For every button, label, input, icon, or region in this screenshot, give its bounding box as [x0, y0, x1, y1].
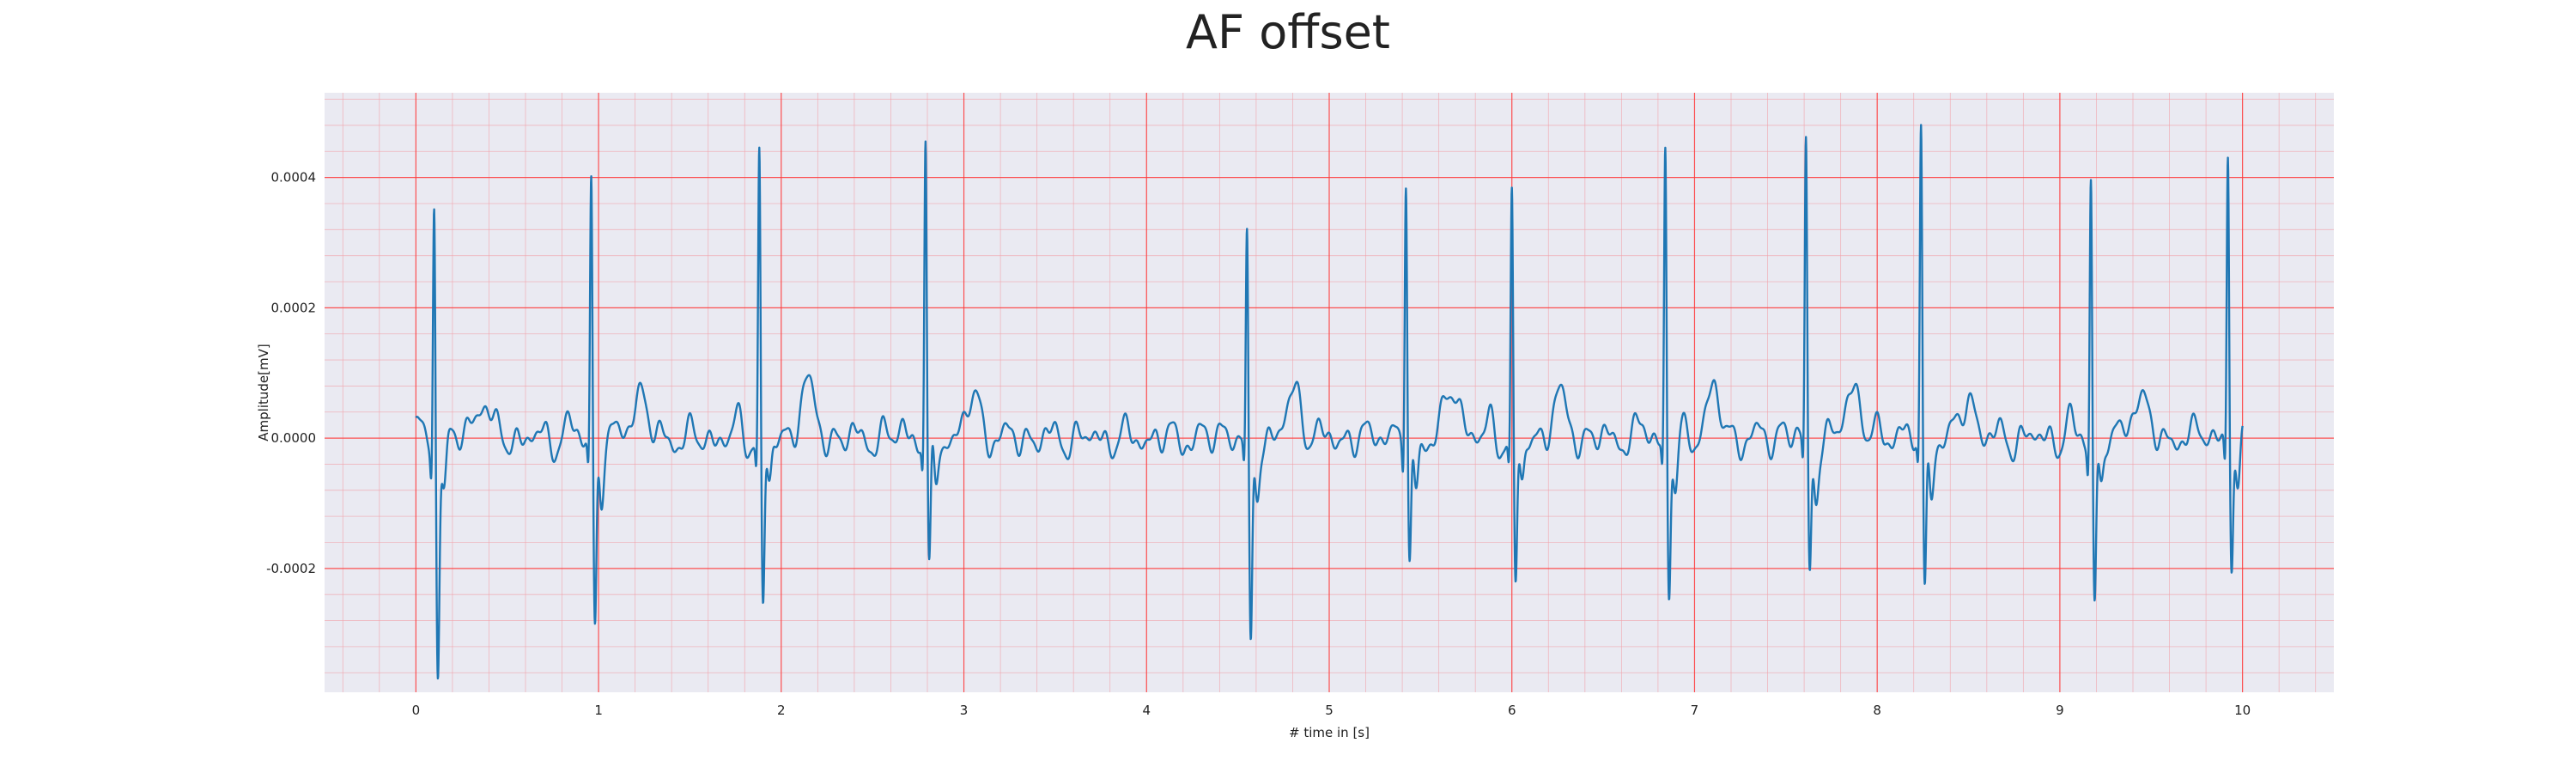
x-tick-label: 1	[594, 703, 603, 718]
x-tick-label: 8	[1873, 703, 1881, 718]
x-axis-label: # time in [s]	[1289, 725, 1370, 740]
x-tick-label: 10	[2234, 703, 2251, 718]
chart-title: AF offset	[1186, 5, 1390, 59]
y-tick-label: -0.0002	[266, 561, 316, 576]
y-axis-label: Amplitude[mV]	[256, 344, 271, 441]
x-tick-label: 9	[2056, 703, 2064, 718]
x-tick-label: 2	[777, 703, 786, 718]
ecg-trace-line	[415, 124, 2244, 680]
x-tick-label: 5	[1325, 703, 1334, 718]
x-tick-label: 0	[412, 703, 421, 718]
y-tick-label: 0.0000	[271, 430, 317, 446]
x-tick-label: 3	[960, 703, 969, 718]
y-tick-label: 0.0002	[271, 300, 317, 315]
x-tick-label: 4	[1142, 703, 1151, 718]
x-tick-label: 6	[1508, 703, 1516, 718]
x-tick-label: 7	[1691, 703, 1699, 718]
y-tick-label: 0.0004	[271, 170, 317, 186]
